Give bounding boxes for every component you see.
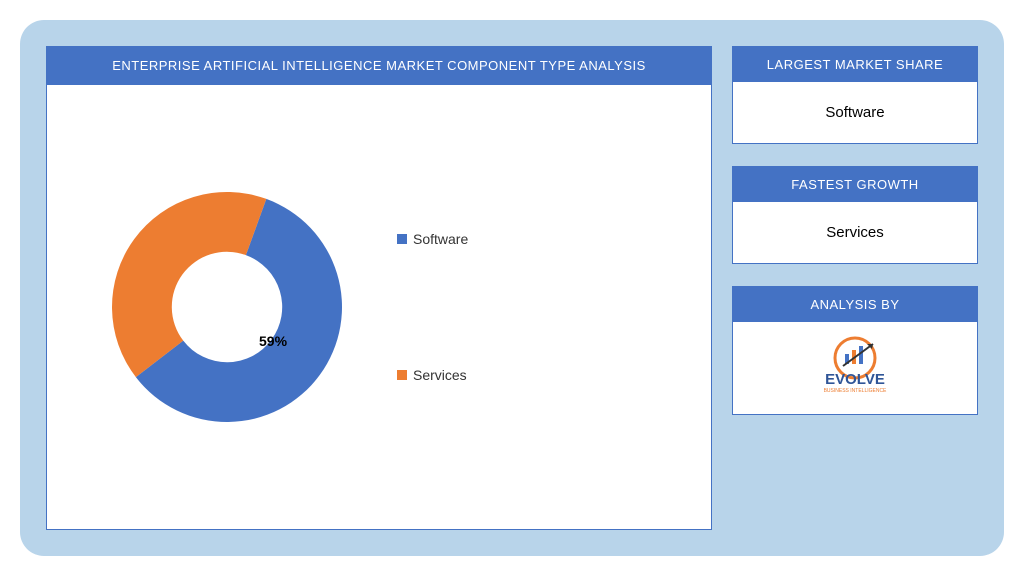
side-column: LARGEST MARKET SHARE Software FASTEST GR… bbox=[732, 46, 978, 530]
chart-body: 59% Software Services bbox=[47, 85, 711, 529]
card-header: LARGEST MARKET SHARE bbox=[733, 47, 977, 82]
legend-item-software: Software bbox=[397, 231, 468, 247]
brand-logo: EVOLVE BUSINESS INTELLIGENCE bbox=[733, 322, 977, 414]
infographic-frame: ENTERPRISE ARTIFICIAL INTELLIGENCE MARKE… bbox=[20, 20, 1004, 556]
legend-label: Software bbox=[413, 231, 468, 247]
evolve-logo-icon: EVOLVE BUSINESS INTELLIGENCE bbox=[795, 336, 915, 396]
card-value: Services bbox=[733, 202, 977, 263]
card-largest-share: LARGEST MARKET SHARE Software bbox=[732, 46, 978, 144]
logo-text-sub: BUSINESS INTELLIGENCE bbox=[824, 388, 887, 394]
legend-swatch-icon bbox=[397, 370, 407, 380]
legend-item-services: Services bbox=[397, 367, 468, 383]
donut-svg bbox=[97, 177, 357, 437]
donut-chart: 59% bbox=[97, 177, 357, 437]
card-fastest-growth: FASTEST GROWTH Services bbox=[732, 166, 978, 264]
card-header: FASTEST GROWTH bbox=[733, 167, 977, 202]
card-analysis-by: ANALYSIS BY EVOLVE BUSINESS INTELLIGENCE bbox=[732, 286, 978, 415]
card-header: ANALYSIS BY bbox=[733, 287, 977, 322]
legend-label: Services bbox=[413, 367, 467, 383]
legend-swatch-icon bbox=[397, 234, 407, 244]
chart-legend: Software Services bbox=[397, 231, 468, 383]
chart-title: ENTERPRISE ARTIFICIAL INTELLIGENCE MARKE… bbox=[47, 47, 711, 85]
card-value: Software bbox=[733, 82, 977, 143]
logo-text-top: EVOLVE bbox=[825, 371, 885, 388]
chart-panel: ENTERPRISE ARTIFICIAL INTELLIGENCE MARKE… bbox=[46, 46, 712, 530]
donut-data-label: 59% bbox=[259, 333, 287, 349]
